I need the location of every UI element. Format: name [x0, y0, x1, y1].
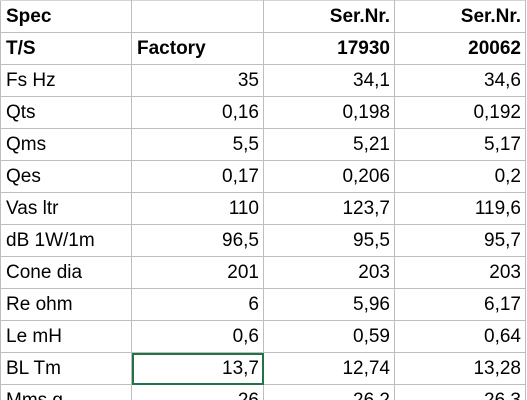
table-row: Qts 0,16 0,198 0,192 — [0, 96, 526, 129]
cell-sernr-a[interactable]: 0,206 — [263, 160, 395, 193]
cell-sernr-a[interactable]: 5,21 — [263, 128, 395, 161]
table-row: dB 1W/1m 96,5 95,5 95,7 — [0, 224, 526, 257]
cell-factory[interactable]: 5,5 — [131, 128, 264, 161]
cell-param[interactable]: Cone dia — [0, 256, 132, 289]
cell-sernr-b[interactable]: 0,2 — [394, 160, 526, 193]
table-row: Mms g2626,226,3 — [0, 384, 526, 400]
cell-sernr-b[interactable]: 20062 — [394, 32, 526, 65]
table-row: Fs Hz 35 34,1 34,6 — [0, 64, 526, 97]
cell-sernr-b[interactable]: 0,192 — [394, 96, 526, 129]
cell-sernr-b[interactable]: 13,28 — [394, 352, 526, 385]
cell-factory[interactable]: 6 — [131, 288, 264, 321]
table-row: Qes 0,17 0,206 0,2 — [0, 160, 526, 193]
cell-sernr-a[interactable]: 0,59 — [263, 320, 395, 353]
cell-sernr-b[interactable]: 5,17 — [394, 128, 526, 161]
cell-factory[interactable]: 0,6 — [131, 320, 264, 353]
cell-sernr-b[interactable]: 6,17 — [394, 288, 526, 321]
table-row: Cone dia 201 203 203 — [0, 256, 526, 289]
cell-sernr-a[interactable]: 12,74 — [263, 352, 395, 385]
cell-param[interactable]: Mms g — [0, 384, 132, 400]
table-row: BL Tm 13,7 12,74 13,28 — [0, 352, 526, 385]
cell-sernr-a[interactable]: 5,96 — [263, 288, 395, 321]
cell-sernr-a[interactable]: 26,2 — [263, 384, 395, 400]
cell-factory[interactable]: 201 — [131, 256, 264, 289]
cell-factory[interactable]: 110 — [131, 192, 264, 225]
cell-param[interactable]: Spec — [0, 0, 132, 33]
cell-param[interactable]: T/S — [0, 32, 132, 65]
cell-param[interactable]: Vas ltr — [0, 192, 132, 225]
cell-param[interactable]: Le mH — [0, 320, 132, 353]
cell-factory[interactable]: 35 — [131, 64, 264, 97]
cell-sernr-a[interactable]: Ser.Nr. — [263, 0, 395, 33]
cell-param[interactable]: Fs Hz — [0, 64, 132, 97]
cell-factory[interactable]: 26 — [131, 384, 264, 400]
cell-param[interactable]: dB 1W/1m — [0, 224, 132, 257]
cell-sernr-b[interactable]: 203 — [394, 256, 526, 289]
selected-cell[interactable]: 13,7 — [131, 352, 264, 385]
table-row: Re ohm 6 5,96 6,17 — [0, 288, 526, 321]
cell-sernr-b[interactable]: 26,3 — [394, 384, 526, 400]
cell-sernr-b[interactable]: 119,6 — [394, 192, 526, 225]
cell-factory[interactable]: 0,16 — [131, 96, 264, 129]
cell-sernr-b[interactable]: 34,6 — [394, 64, 526, 97]
cell-param[interactable]: Qts — [0, 96, 132, 129]
header-row: Spec Ser.Nr. Ser.Nr. — [0, 0, 526, 33]
cell-sernr-a[interactable]: 17930 — [263, 32, 395, 65]
cell-factory[interactable] — [131, 0, 264, 33]
cell-sernr-a[interactable]: 95,5 — [263, 224, 395, 257]
cell-sernr-b[interactable]: 95,7 — [394, 224, 526, 257]
table-row: Vas ltr 110 123,7 119,6 — [0, 192, 526, 225]
table-row: Le mH 0,6 0,59 0,64 — [0, 320, 526, 353]
cell-factory[interactable]: 96,5 — [131, 224, 264, 257]
cell-param[interactable]: BL Tm — [0, 352, 132, 385]
cell-factory[interactable]: Factory — [131, 32, 264, 65]
cell-sernr-a[interactable]: 0,198 — [263, 96, 395, 129]
cell-sernr-b[interactable]: 0,64 — [394, 320, 526, 353]
header-row: T/S Factory 17930 20062 — [0, 32, 526, 65]
cell-param[interactable]: Qms — [0, 128, 132, 161]
cell-factory[interactable]: 0,17 — [131, 160, 264, 193]
cell-sernr-a[interactable]: 203 — [263, 256, 395, 289]
cell-param[interactable]: Qes — [0, 160, 132, 193]
cell-param[interactable]: Re ohm — [0, 288, 132, 321]
table-row: Qms 5,5 5,21 5,17 — [0, 128, 526, 161]
cell-sernr-a[interactable]: 34,1 — [263, 64, 395, 97]
cell-sernr-b[interactable]: Ser.Nr. — [394, 0, 526, 33]
cell-sernr-a[interactable]: 123,7 — [263, 192, 395, 225]
